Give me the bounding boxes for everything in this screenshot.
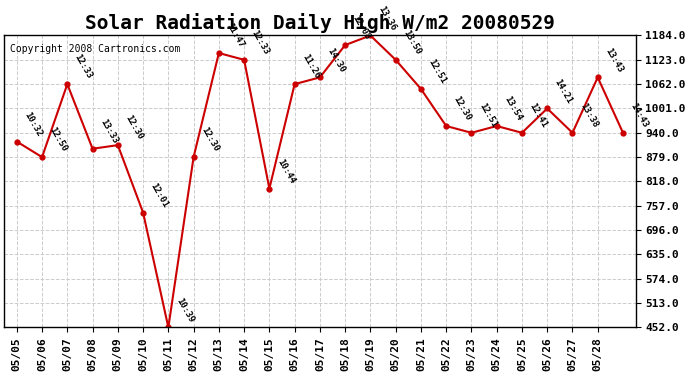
Text: 13:43: 13:43 [603, 46, 624, 74]
Text: 14:21: 14:21 [553, 77, 574, 105]
Text: 13:50: 13:50 [401, 28, 422, 56]
Text: 12:30: 12:30 [199, 126, 220, 153]
Text: 13:36: 13:36 [376, 4, 397, 32]
Text: 12:50: 12:50 [48, 126, 69, 153]
Title: Solar Radiation Daily High W/m2 20080529: Solar Radiation Daily High W/m2 20080529 [85, 12, 555, 33]
Text: 14:43: 14:43 [629, 102, 650, 129]
Text: 12:33: 12:33 [250, 28, 271, 56]
Text: 12:41: 12:41 [528, 102, 549, 129]
Text: 13:54: 13:54 [502, 94, 524, 123]
Text: 11:26: 11:26 [300, 53, 322, 81]
Text: 12:33: 12:33 [73, 53, 94, 81]
Text: Copyright 2008 Cartronics.com: Copyright 2008 Cartronics.com [10, 44, 181, 54]
Text: 10:32: 10:32 [22, 110, 43, 138]
Text: 12:01: 12:01 [148, 181, 170, 209]
Text: 10:44: 10:44 [275, 157, 296, 185]
Text: 12:30: 12:30 [124, 114, 145, 142]
Text: 11:47: 11:47 [224, 22, 246, 50]
Text: 12:08: 12:08 [351, 14, 372, 42]
Text: 12:51: 12:51 [477, 102, 498, 129]
Text: 13:38: 13:38 [578, 102, 599, 129]
Text: 10:39: 10:39 [174, 296, 195, 324]
Text: 14:30: 14:30 [326, 46, 346, 74]
Text: 13:33: 13:33 [98, 117, 119, 145]
Text: 12:30: 12:30 [452, 94, 473, 123]
Text: 12:51: 12:51 [426, 58, 448, 86]
